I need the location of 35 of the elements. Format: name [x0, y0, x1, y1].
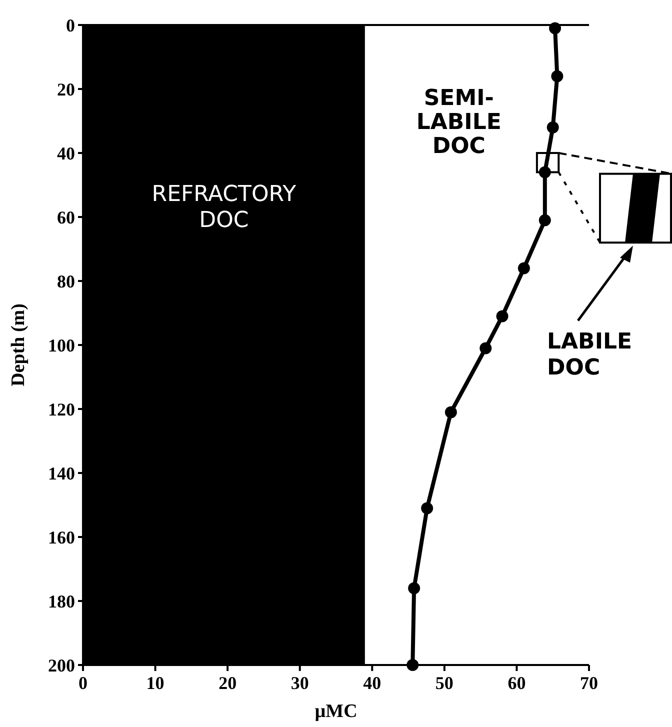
point	[408, 582, 420, 594]
point	[518, 262, 530, 274]
y-tick-label: 20	[57, 79, 75, 100]
x-tick-label: 70	[580, 673, 598, 693]
y-axis-title: Depth (m)	[8, 304, 29, 386]
x-tick-label: 0	[78, 673, 88, 693]
x-tick-label: 60	[508, 673, 526, 693]
point	[538, 214, 551, 226]
point	[551, 70, 564, 82]
x-tick-label: 40	[363, 673, 382, 693]
point	[421, 502, 434, 514]
y-tick-label: 80	[57, 271, 75, 292]
point	[549, 22, 562, 34]
y-tick-label: 200	[48, 655, 75, 676]
band-label: REFRACTORY DOC	[152, 182, 297, 233]
y-tick-label: 160	[48, 527, 75, 548]
annotation: SEMI-LABILE DOC	[416, 86, 502, 159]
y-tick-label: 140	[48, 463, 75, 484]
y-tick-label: 180	[48, 591, 75, 612]
x-axis-title: µMC	[314, 701, 358, 722]
point	[444, 406, 457, 418]
y-tick-label: 60	[57, 207, 75, 228]
y-tick-label: 40	[57, 143, 75, 164]
annotation: LABILE DOC	[547, 330, 632, 381]
point	[480, 342, 492, 354]
x-tick-label: 50	[435, 673, 454, 693]
x-tick-label: 20	[218, 673, 237, 693]
point	[546, 121, 559, 134]
y-tick-label: 100	[48, 335, 75, 356]
point	[406, 659, 419, 671]
y-tick-label: 0	[66, 15, 75, 36]
y-tick-label: 120	[48, 399, 75, 420]
x-tick-label: 30	[290, 673, 309, 693]
x-tick-label: 10	[146, 673, 164, 693]
point	[496, 310, 508, 322]
